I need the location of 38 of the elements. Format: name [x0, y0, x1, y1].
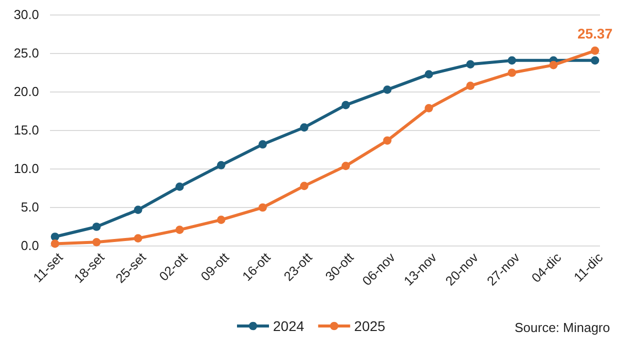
point: [258, 140, 267, 149]
point: [216, 160, 226, 170]
data-label: 25.37: [577, 26, 613, 42]
y-tick-label: 30.0: [14, 7, 39, 22]
point: [342, 162, 350, 170]
point: [134, 234, 142, 242]
point: [424, 70, 434, 78]
y-tick-label: 10.0: [14, 161, 39, 176]
source-note: Source: Minagro: [514, 320, 610, 335]
point: [300, 123, 308, 132]
point: [134, 206, 142, 214]
y-tick-label: 5.0: [20, 200, 39, 215]
point: [466, 60, 475, 68]
point: [590, 56, 600, 65]
y-tick-label: 0.0: [20, 238, 39, 254]
y-tick-label: 25.0: [14, 46, 39, 61]
point: [300, 182, 308, 190]
point: [342, 100, 350, 110]
point: [590, 46, 600, 55]
point: [508, 68, 516, 77]
point: [175, 182, 184, 191]
point: [424, 104, 434, 112]
point: [383, 86, 392, 94]
point: [258, 203, 267, 212]
point: [50, 240, 60, 248]
point: [92, 222, 101, 231]
point: [383, 136, 392, 145]
point: [50, 232, 60, 241]
point: [549, 60, 558, 70]
y-tick-label: 15.0: [14, 122, 39, 138]
y-tick-label: 20.0: [14, 84, 39, 100]
legend-label: 2024: [273, 318, 304, 334]
point: [92, 238, 101, 246]
point: [216, 216, 226, 224]
point: [508, 56, 516, 65]
point: [466, 82, 475, 90]
legend-label: 2025: [354, 318, 386, 334]
point: [175, 226, 184, 234]
